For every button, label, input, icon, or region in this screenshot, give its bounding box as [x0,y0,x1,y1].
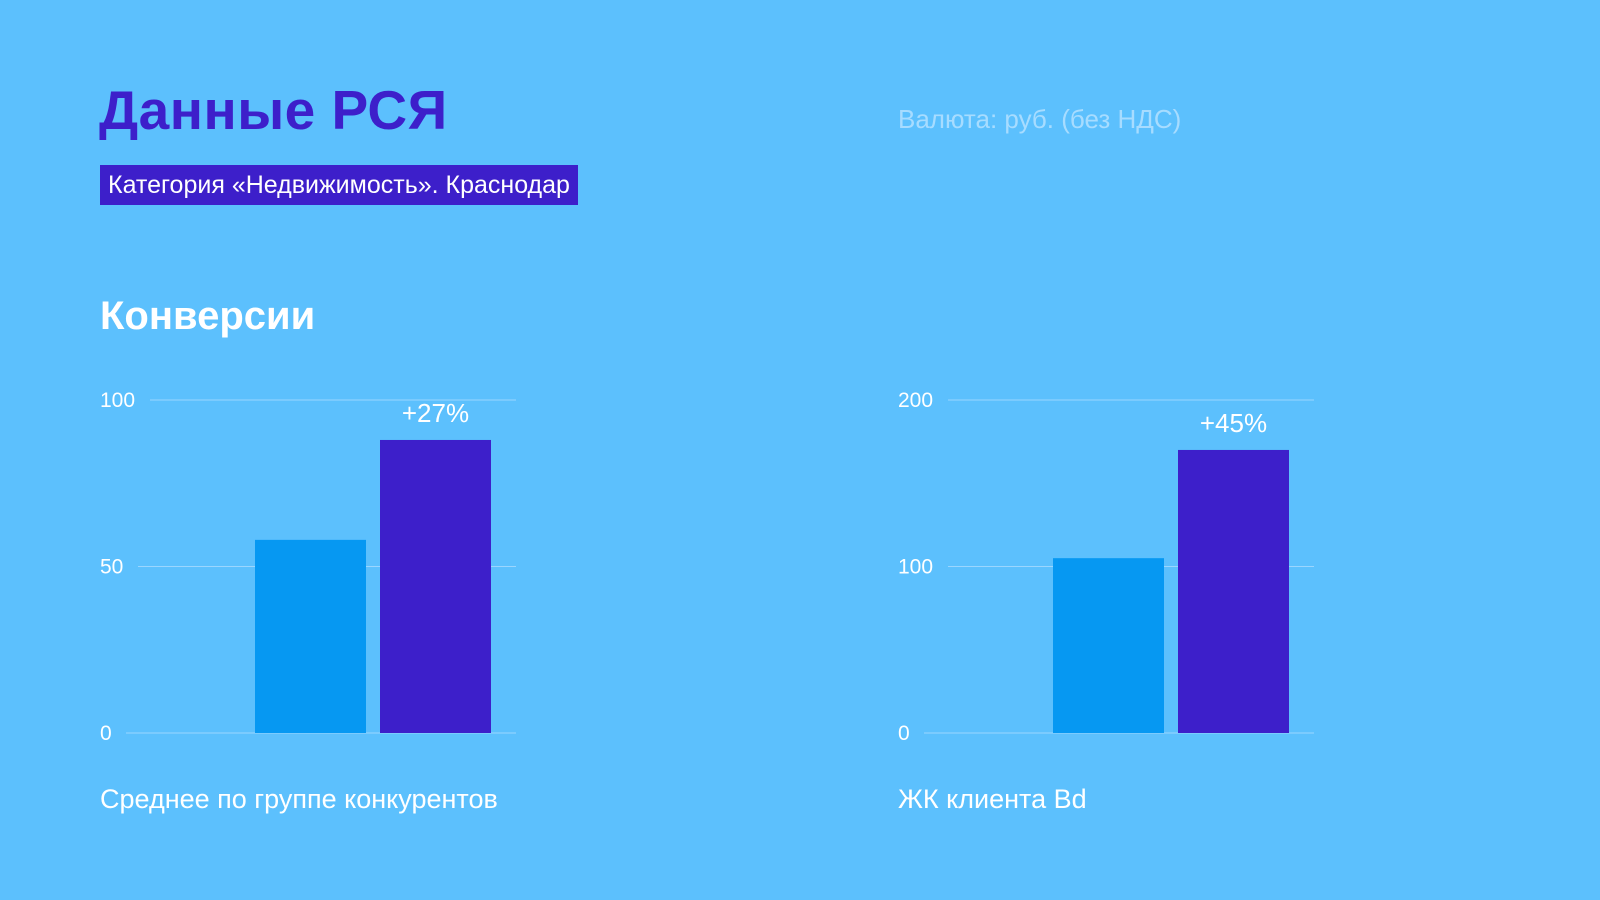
growth-annotation: +45% [1200,408,1267,438]
growth-annotation: +27% [402,398,469,428]
section-title: Конверсии [100,294,316,338]
bar [255,539,366,733]
bar [380,439,491,733]
category-badge: Категория «Недвижимость». Краснодар [100,165,578,205]
y-tick-label: 100 [898,556,933,579]
y-tick-label: 0 [898,722,910,745]
y-tick-label: 200 [898,389,933,412]
page-title: Данные РСЯ [99,79,448,141]
chart-client-label: ЖК клиента Bd [898,784,1087,814]
chart-competitors: 0 50 100 +27% [90,380,570,760]
chart-client: 0 100 200 +45% [888,380,1368,760]
bar [1178,449,1289,733]
bar [1053,558,1164,733]
chart-client-svg: 0 100 200 +45% [898,389,1314,745]
chart-competitors-svg: 0 50 100 +27% [100,389,516,745]
y-tick-label: 50 [100,556,123,579]
y-tick-label: 100 [100,389,135,412]
y-tick-label: 0 [100,722,112,745]
chart-competitors-label: Среднее по группе конкурентов [100,784,498,814]
currency-note: Валюта: руб. (без НДС) [898,104,1182,134]
